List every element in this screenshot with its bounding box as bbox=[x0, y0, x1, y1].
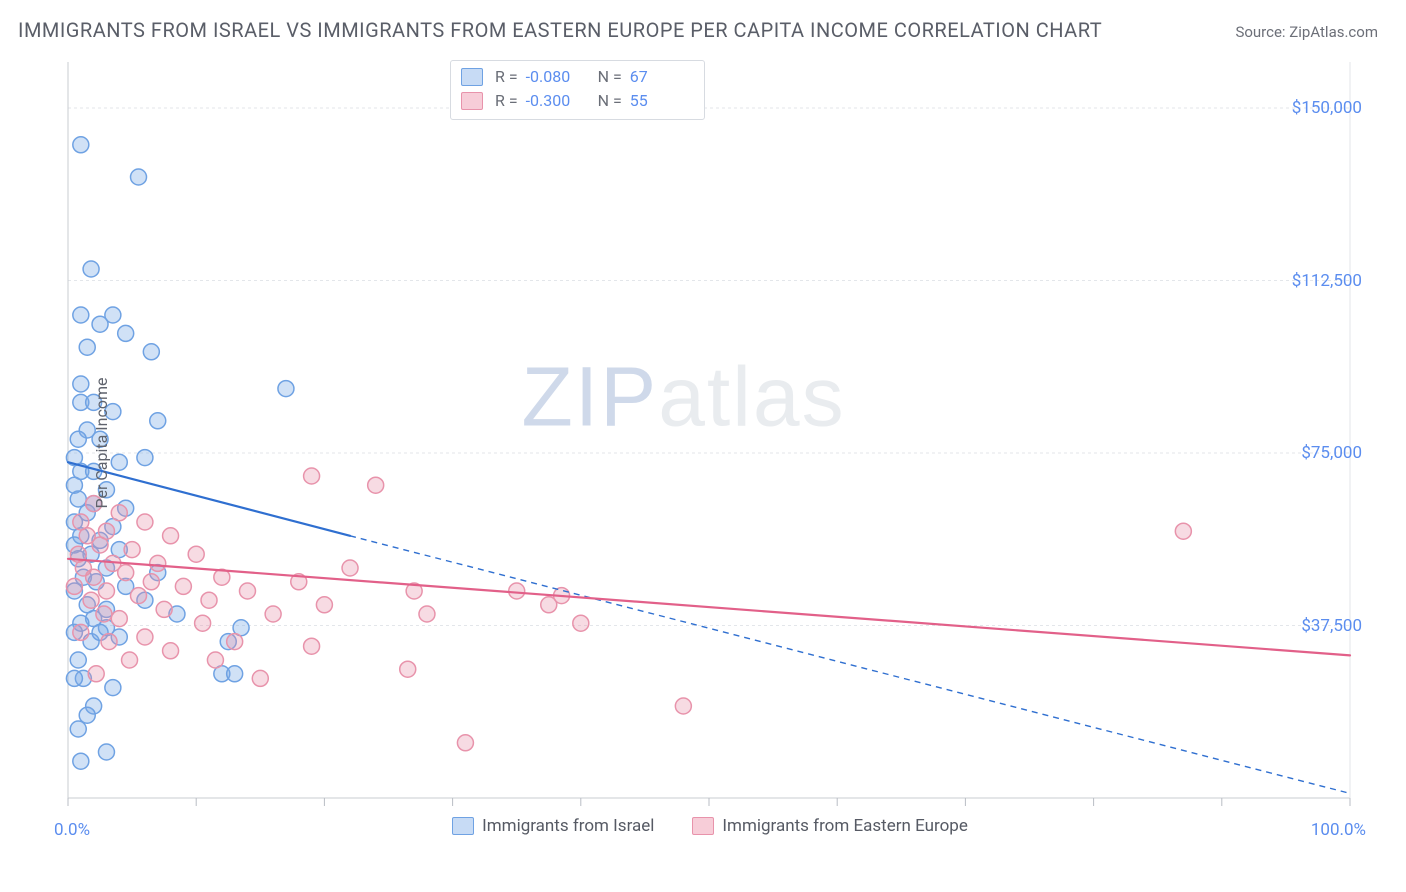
legend-item-eeurope[interactable]: Immigrants from Eastern Europe bbox=[692, 816, 967, 836]
series-legend: 0.0% Immigrants from Israel Immigrants f… bbox=[50, 816, 1370, 836]
y-tick-label: $112,500 bbox=[1292, 271, 1362, 291]
swatch-eeurope-icon bbox=[692, 817, 714, 835]
swatch-eeurope bbox=[461, 92, 483, 110]
legend-item-israel[interactable]: Immigrants from Israel bbox=[452, 816, 654, 836]
x-min-label: 0.0% bbox=[54, 820, 90, 840]
n-label: N = bbox=[598, 89, 622, 113]
r-value-eeurope: -0.300 bbox=[526, 89, 586, 113]
n-label: N = bbox=[598, 65, 622, 89]
chart-title: IMMIGRANTS FROM ISRAEL VS IMMIGRANTS FRO… bbox=[18, 18, 1102, 42]
x-max-label: 100.0% bbox=[1311, 820, 1366, 840]
n-value-eeurope: 55 bbox=[630, 89, 690, 113]
stats-row-israel: R = -0.080 N = 67 bbox=[461, 65, 690, 89]
watermark-zip: ZIP bbox=[522, 349, 659, 443]
source-value: ZipAtlas.com bbox=[1289, 23, 1378, 41]
watermark: ZIPatlas bbox=[522, 348, 846, 445]
stats-row-eeurope: R = -0.300 N = 55 bbox=[461, 89, 690, 113]
chart-area: ZIPatlas Per Capita Income R = -0.080 N … bbox=[50, 58, 1370, 828]
y-tick-label: $75,000 bbox=[1301, 443, 1362, 463]
stats-legend: R = -0.080 N = 67 R = -0.300 N = 55 bbox=[450, 60, 705, 120]
n-value-israel: 67 bbox=[630, 65, 690, 89]
legend-label-israel: Immigrants from Israel bbox=[482, 816, 654, 836]
y-axis-label: Per Capita Income bbox=[92, 378, 111, 509]
swatch-israel bbox=[461, 68, 483, 86]
source-label: Source: bbox=[1235, 23, 1289, 41]
y-tick-label: $37,500 bbox=[1301, 616, 1362, 636]
r-value-israel: -0.080 bbox=[526, 65, 586, 89]
source-attribution: Source: ZipAtlas.com bbox=[1235, 23, 1378, 41]
r-label: R = bbox=[495, 65, 518, 89]
legend-label-eeurope: Immigrants from Eastern Europe bbox=[722, 816, 967, 836]
watermark-atlas: atlas bbox=[658, 349, 845, 443]
swatch-israel-icon bbox=[452, 817, 474, 835]
r-label: R = bbox=[495, 89, 518, 113]
y-tick-label: $150,000 bbox=[1292, 98, 1362, 118]
